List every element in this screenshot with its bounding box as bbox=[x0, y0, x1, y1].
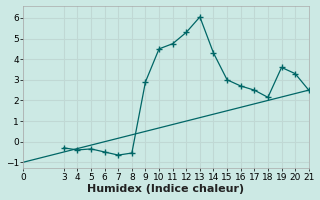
X-axis label: Humidex (Indice chaleur): Humidex (Indice chaleur) bbox=[87, 184, 244, 194]
